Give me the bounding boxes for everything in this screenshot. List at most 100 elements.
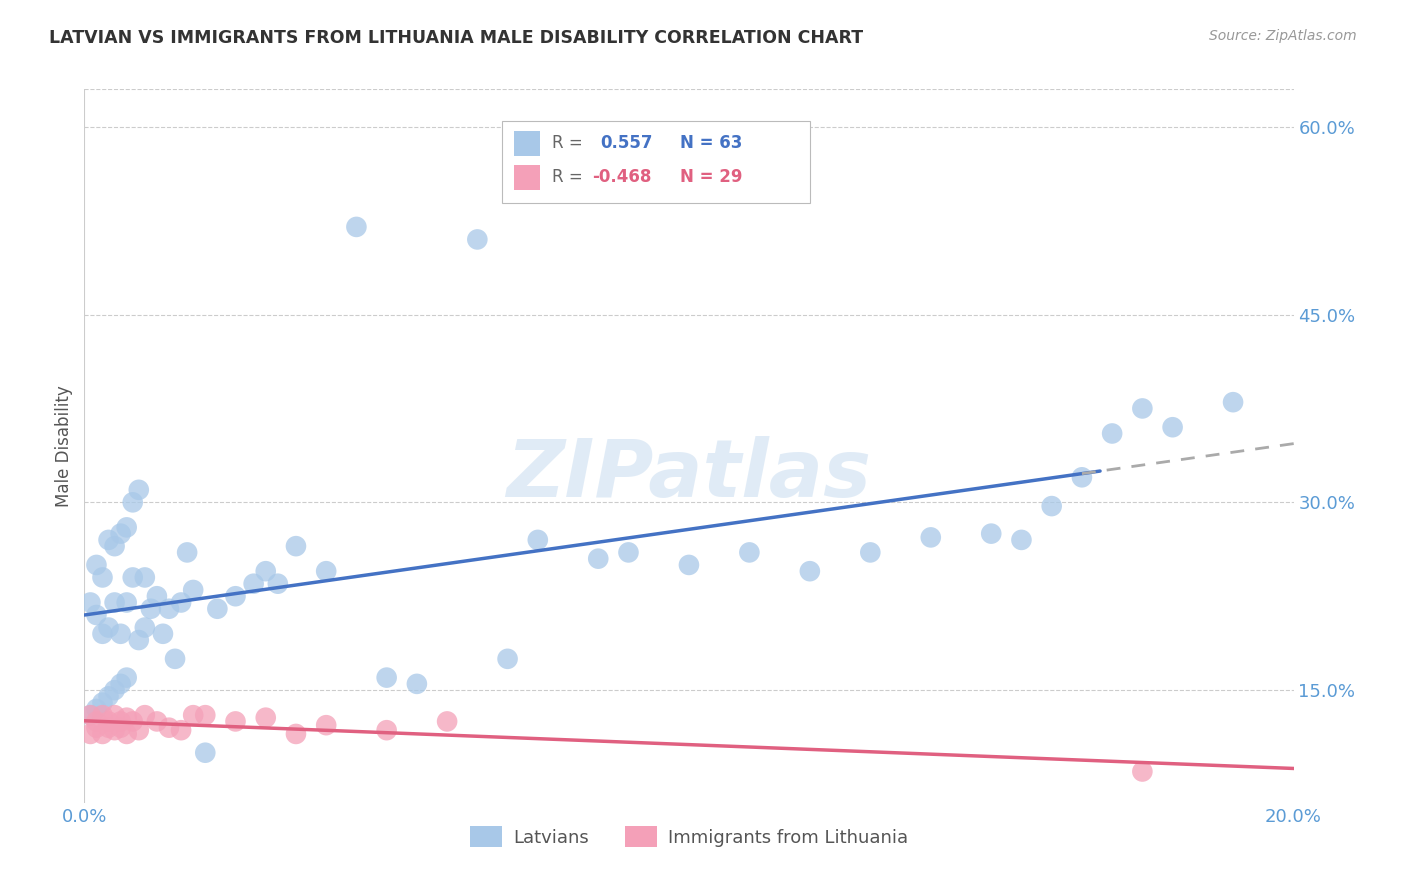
- Text: ZIPatlas: ZIPatlas: [506, 435, 872, 514]
- Point: [146, 714, 169, 729]
- Point: [97, 721, 120, 735]
- Point: [617, 545, 640, 559]
- Point: [79, 727, 101, 741]
- Point: [128, 633, 150, 648]
- Point: [115, 520, 138, 534]
- Point: [170, 595, 193, 609]
- Point: [527, 533, 550, 547]
- Point: [91, 727, 114, 741]
- Point: [1130, 764, 1153, 779]
- Text: R =: R =: [553, 134, 588, 152]
- Legend: Latvians, Immigrants from Lithuania: Latvians, Immigrants from Lithuania: [463, 819, 915, 855]
- Point: [799, 564, 821, 578]
- Point: [346, 219, 368, 234]
- Point: [86, 558, 108, 572]
- Point: [121, 495, 143, 509]
- Point: [1101, 426, 1123, 441]
- Point: [859, 545, 882, 559]
- Text: 0.557: 0.557: [600, 134, 654, 152]
- Point: [97, 533, 120, 547]
- Point: [225, 714, 247, 729]
- Point: [104, 723, 127, 738]
- Point: [165, 652, 187, 666]
- Point: [104, 708, 127, 723]
- Point: [170, 723, 193, 738]
- Bar: [513, 130, 540, 155]
- Point: [146, 589, 169, 603]
- Point: [1011, 533, 1033, 547]
- Point: [134, 570, 156, 584]
- Point: [254, 564, 277, 578]
- Point: [157, 601, 180, 615]
- Point: [375, 671, 398, 685]
- Point: [285, 539, 308, 553]
- Point: [91, 570, 114, 584]
- Point: [285, 727, 308, 741]
- Point: [91, 708, 114, 723]
- Point: [79, 708, 101, 723]
- Point: [86, 721, 108, 735]
- Point: [678, 558, 700, 572]
- Point: [315, 564, 337, 578]
- Point: [1222, 395, 1244, 409]
- Point: [920, 530, 942, 544]
- Point: [157, 721, 180, 735]
- Point: [980, 526, 1002, 541]
- Point: [121, 570, 143, 584]
- Point: [588, 551, 610, 566]
- Point: [207, 601, 229, 615]
- Point: [115, 671, 138, 685]
- Point: [467, 232, 489, 246]
- Point: [436, 714, 458, 729]
- Point: [1071, 470, 1094, 484]
- Point: [110, 526, 132, 541]
- Point: [152, 627, 174, 641]
- Point: [115, 595, 138, 609]
- Point: [1040, 499, 1063, 513]
- Point: [91, 696, 114, 710]
- Point: [97, 690, 120, 704]
- Point: [104, 539, 127, 553]
- Point: [121, 714, 143, 729]
- Point: [254, 711, 277, 725]
- Point: [79, 708, 101, 723]
- Point: [104, 683, 127, 698]
- Point: [79, 595, 101, 609]
- Point: [110, 721, 132, 735]
- Point: [110, 677, 132, 691]
- Point: [242, 576, 264, 591]
- Point: [97, 621, 120, 635]
- Point: [128, 483, 150, 497]
- Point: [115, 711, 138, 725]
- Point: [225, 589, 247, 603]
- Point: [110, 714, 132, 729]
- Point: [110, 627, 132, 641]
- Point: [86, 702, 108, 716]
- Text: Source: ZipAtlas.com: Source: ZipAtlas.com: [1209, 29, 1357, 43]
- Point: [115, 727, 138, 741]
- Bar: [513, 165, 540, 190]
- Point: [134, 621, 156, 635]
- Point: [375, 723, 398, 738]
- Point: [97, 714, 120, 729]
- Point: [91, 627, 114, 641]
- Point: [139, 601, 162, 615]
- FancyBboxPatch shape: [502, 121, 810, 203]
- Text: R =: R =: [553, 168, 588, 186]
- Point: [267, 576, 290, 591]
- Text: N = 29: N = 29: [681, 168, 742, 186]
- Point: [1161, 420, 1184, 434]
- Point: [86, 607, 108, 622]
- Point: [128, 723, 150, 738]
- Point: [315, 718, 337, 732]
- Point: [104, 595, 127, 609]
- Text: -0.468: -0.468: [592, 168, 651, 186]
- Point: [86, 714, 108, 729]
- Point: [738, 545, 761, 559]
- Point: [181, 582, 204, 597]
- Text: LATVIAN VS IMMIGRANTS FROM LITHUANIA MALE DISABILITY CORRELATION CHART: LATVIAN VS IMMIGRANTS FROM LITHUANIA MAL…: [49, 29, 863, 46]
- Point: [496, 652, 519, 666]
- Point: [194, 746, 217, 760]
- Point: [1130, 401, 1153, 416]
- Text: N = 63: N = 63: [681, 134, 742, 152]
